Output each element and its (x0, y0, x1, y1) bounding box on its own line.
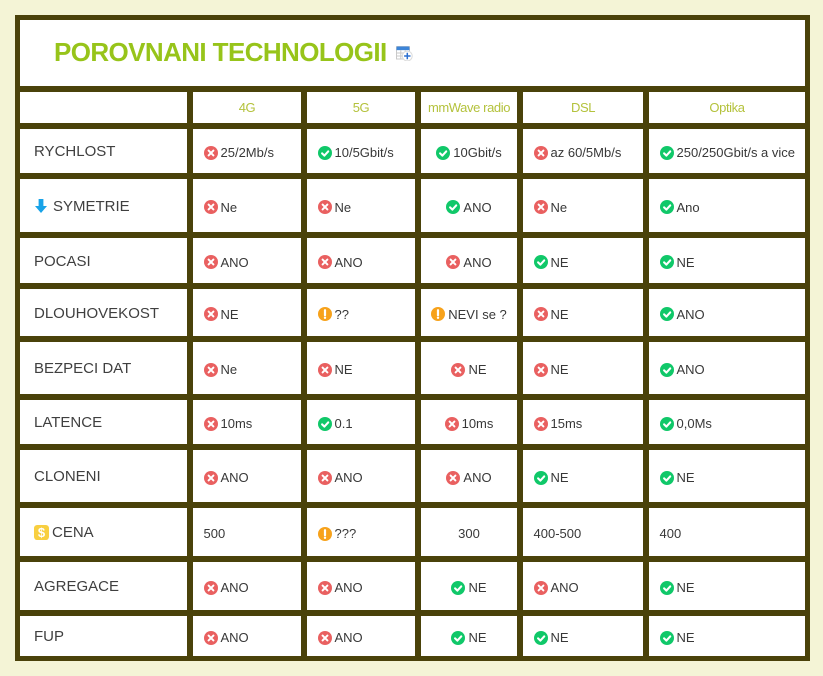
svg-text:$: $ (38, 525, 46, 540)
